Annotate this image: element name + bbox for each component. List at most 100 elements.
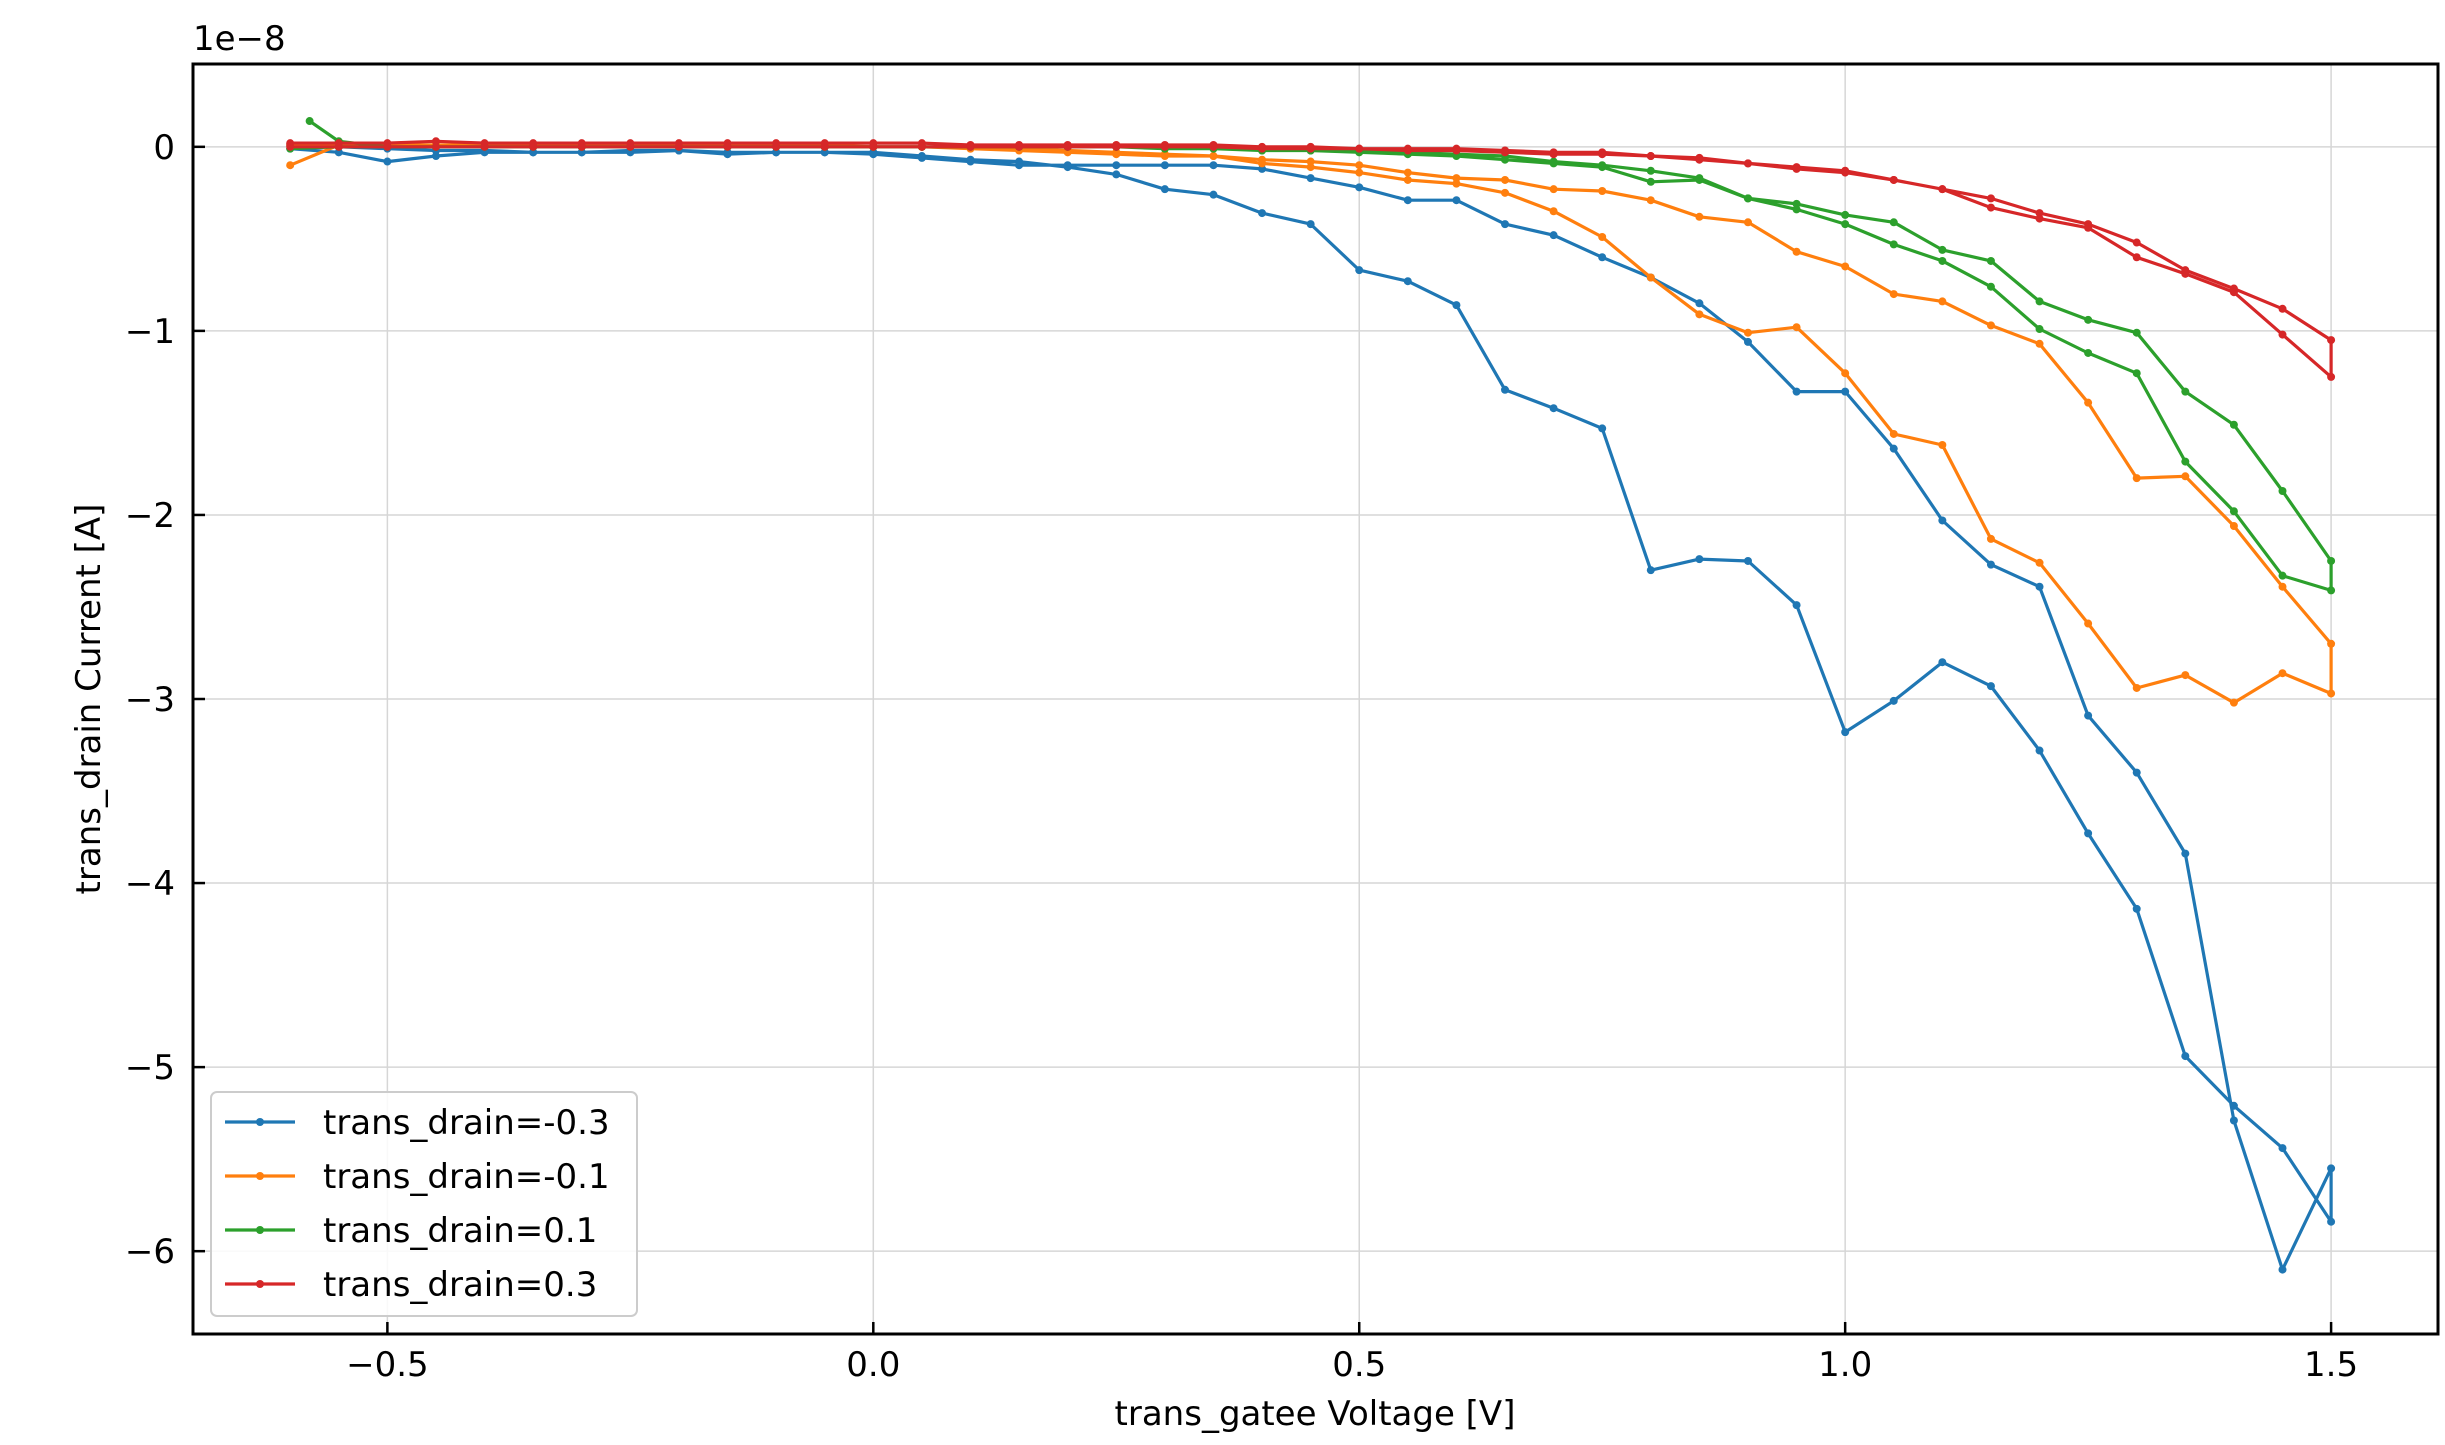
data-point [2181,472,2190,481]
x-tick-label: −0.5 [346,1345,429,1385]
data-point [1452,196,1461,205]
data-point [2327,1164,2336,1173]
data-point [869,142,878,151]
data-point [1355,266,1364,275]
data-point [1938,658,1947,667]
data-point [1598,424,1607,433]
data-point [1403,277,1412,286]
data-point [1986,203,1995,212]
series-trans_drain=0.3 [286,137,2336,381]
data-point [2229,507,2238,516]
data-point [529,148,538,157]
data-point [869,150,878,159]
y-tick-label: −5 [125,1048,175,1088]
data-point [431,137,440,146]
data-point [2132,238,2141,247]
data-point [1598,163,1607,172]
data-point [1209,161,1218,170]
data-point [305,117,314,126]
data-point [1403,175,1412,184]
legend: trans_drain=-0.3 trans_drain=-0.1 trans_dr… [210,1091,638,1317]
data-point [1743,218,1752,227]
data-point [1986,256,1995,265]
data-point [2229,1116,2238,1125]
data-point [1986,282,1995,291]
data-point [1355,144,1364,153]
data-point [1306,220,1315,229]
data-point [1646,566,1655,575]
x-tick-label: 1.5 [2304,1345,2358,1385]
data-point [2035,746,2044,755]
legend-marker [256,1280,264,1288]
legend-item: trans_drain=-0.1 [225,1157,610,1197]
data-point [1646,166,1655,175]
data-point [1306,163,1315,172]
data-point [1306,174,1315,183]
data-point [1938,516,1947,525]
data-point [2035,209,2044,218]
data-point [1598,233,1607,242]
data-point [1889,444,1898,453]
data-point [1209,152,1218,161]
data-point [2181,1052,2190,1061]
data-point [772,142,781,151]
data-point [723,142,732,151]
y-tick-label: −6 [125,1232,175,1272]
data-point [2229,420,2238,429]
data-point [2278,487,2287,496]
data-point [1063,161,1072,170]
y-axis-label: trans_drain Current [A] [69,504,109,895]
data-point [1986,682,1995,691]
data-point [2035,558,2044,567]
data-point [1258,209,1267,218]
data-point [1646,273,1655,282]
data-point [917,142,926,151]
grid [193,64,2438,1334]
data-point [1112,142,1121,151]
data-point [1160,152,1169,161]
data-point [1646,152,1655,161]
data-point [1549,159,1558,168]
data-point [2132,253,2141,262]
data-point [1112,161,1121,170]
data-point [1841,387,1850,396]
data-point [1549,231,1558,240]
data-point [1160,142,1169,151]
data-point [2084,619,2093,628]
data-point [2278,571,2287,580]
data-point [2229,698,2238,707]
data-point [1452,174,1461,183]
axis-offset-label: 1e−8 [193,19,286,59]
data-point [1112,170,1121,179]
axis-ticks: −0.5 0.0 0.5 1.0 1.5 0 −1 −2 −3 −4 −5 −6 [125,128,2358,1385]
data-point [2278,669,2287,678]
data-point [1792,601,1801,610]
legend-marker [256,1172,264,1180]
data-point [1938,297,1947,306]
data-point [334,148,343,157]
legend-marker [256,1118,264,1126]
data-point [2132,904,2141,913]
x-tick-label: 1.0 [1818,1345,1872,1385]
data-point [723,148,732,157]
data-point [2327,336,2336,345]
data-point [2084,398,2093,407]
data-point [1452,301,1461,310]
data-point [1549,150,1558,159]
data-point [1889,240,1898,249]
data-point [1598,187,1607,195]
data-point [2035,214,2044,223]
data-point [1501,220,1510,229]
y-tick-label: −1 [125,312,175,352]
data-point [1695,155,1704,164]
legend-item: trans_drain=-0.3 [225,1103,610,1143]
data-point [2278,582,2287,591]
data-point [2229,288,2238,297]
data-point [577,148,586,157]
data-point [1306,144,1315,153]
y-tick-label: 0 [153,128,175,168]
data-point [1938,245,1947,254]
data-point [1792,205,1801,214]
data-point [2181,849,2190,858]
data-point [2035,339,2044,348]
